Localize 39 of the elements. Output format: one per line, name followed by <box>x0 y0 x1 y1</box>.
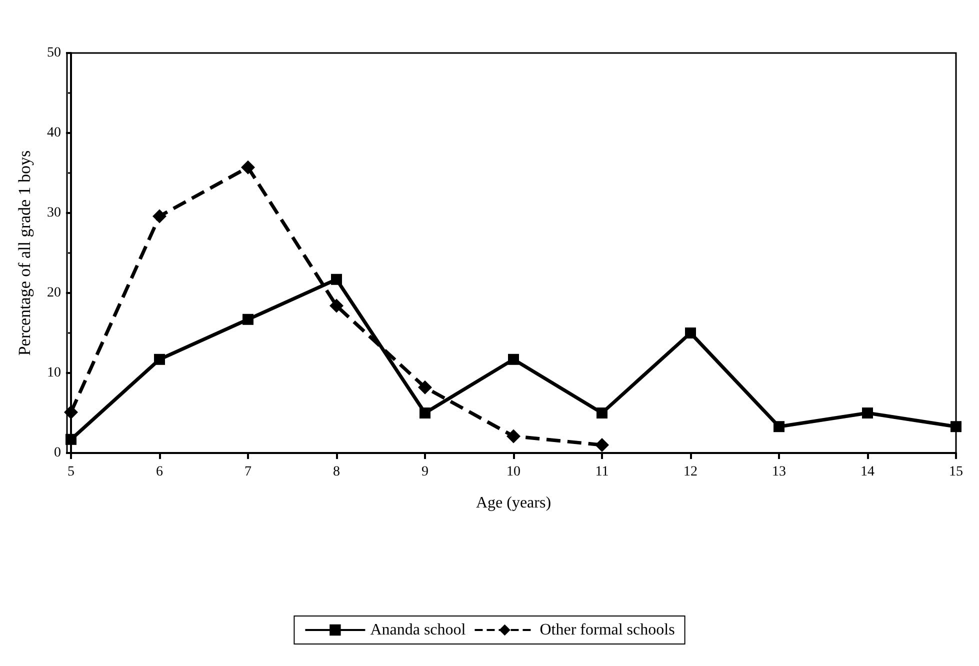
point <box>241 160 255 174</box>
legend-label: Other formal schools <box>540 622 675 638</box>
point <box>595 438 609 452</box>
x-tick-label: 15 <box>949 464 963 480</box>
legend-label: Ananda school <box>370 622 466 638</box>
x-tick-label: 10 <box>506 464 520 480</box>
point <box>862 408 873 418</box>
point <box>242 314 254 325</box>
x-tick-label: 9 <box>422 464 428 480</box>
point <box>66 434 76 445</box>
y-tick-label: 30 <box>47 206 61 220</box>
x-tick-label: 13 <box>772 464 786 480</box>
point <box>330 298 344 313</box>
x-tick-label: 11 <box>595 464 609 480</box>
y-tick-label: 0 <box>54 446 61 460</box>
x-tick-label: 14 <box>860 464 874 480</box>
point <box>331 274 342 285</box>
point <box>774 421 784 432</box>
x-tick-label: 12 <box>684 464 698 480</box>
point <box>152 209 166 224</box>
y-tick-label: 10 <box>47 366 61 380</box>
point <box>950 421 962 432</box>
point <box>506 429 520 444</box>
y-tick-label: 40 <box>47 126 61 140</box>
point <box>64 405 78 420</box>
x-tick-label: 6 <box>156 464 163 480</box>
y-tick-label: 20 <box>47 286 61 300</box>
x-tick-label: 8 <box>333 464 340 480</box>
point <box>154 354 165 365</box>
x-axis-title: Age (years) <box>476 494 552 512</box>
point <box>508 354 519 365</box>
x-tick-label: 5 <box>68 464 74 480</box>
point <box>420 408 430 418</box>
point <box>685 328 696 338</box>
y-tick-label: 50 <box>47 46 61 60</box>
point <box>418 380 432 394</box>
point <box>596 408 608 418</box>
y-axis-title: Percentage of all grade 1 boys <box>15 150 34 356</box>
x-tick-label: 7 <box>244 464 252 480</box>
